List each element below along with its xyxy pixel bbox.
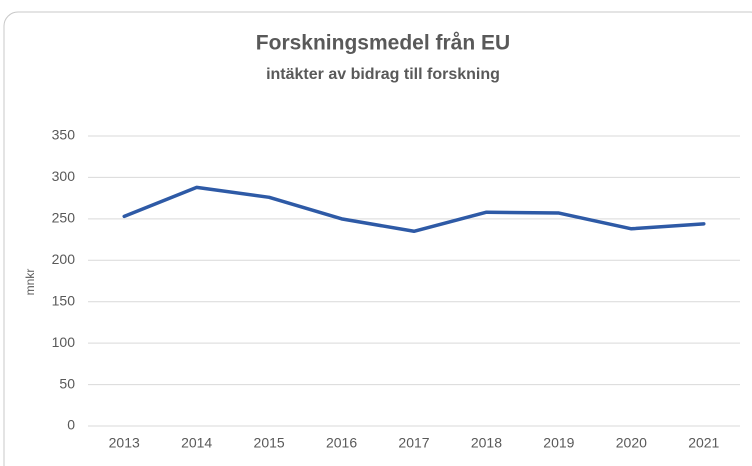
y-axis-label: mnkr [23,269,37,296]
y-tick-label: 350 [52,127,76,143]
y-tick-label: 100 [52,334,76,350]
y-tick-label: 0 [67,417,75,433]
y-tick-label: 250 [52,210,76,226]
chart-title: Forskningsmedel från EU [256,32,510,55]
x-tick-label: 2019 [543,435,574,451]
x-tick-label: 2021 [688,435,719,451]
y-tick-label: 50 [59,375,75,391]
x-tick-label: 2014 [181,435,212,451]
x-tick-label: 2016 [326,435,357,451]
x-tick-label: 2017 [398,435,429,451]
x-tick-label: 2015 [254,435,285,451]
y-tick-label: 300 [52,168,76,184]
y-tick-label: 200 [52,251,76,267]
x-tick-label: 2013 [109,435,140,451]
x-tick-label: 2018 [471,435,502,451]
data-line [122,185,706,234]
card [3,11,752,466]
chart-subtitle: intäkter av bidrag till forskning [266,66,500,83]
y-tick-label: 150 [52,292,76,308]
x-tick-label: 2020 [616,435,647,451]
